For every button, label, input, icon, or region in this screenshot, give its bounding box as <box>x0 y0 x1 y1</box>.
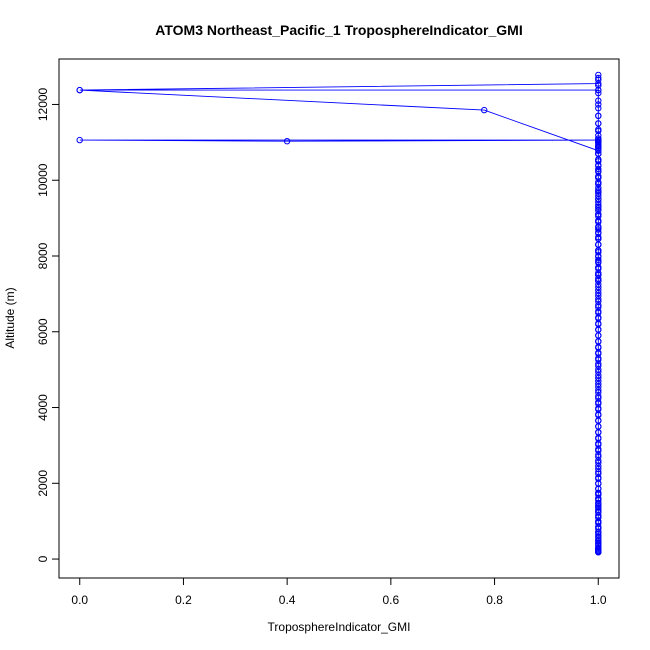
data-point <box>595 296 602 303</box>
data-point <box>595 120 602 127</box>
data-point <box>595 105 602 112</box>
data-point <box>595 226 602 233</box>
y-tick-label: 4000 <box>36 394 50 421</box>
data-point <box>595 136 602 144</box>
y-tick-label: 8000 <box>36 242 50 269</box>
data-point <box>595 142 602 150</box>
data-point <box>595 127 602 135</box>
data-point <box>595 380 602 388</box>
y-axis: 0 2000 4000 6000 8000 10000 12000 <box>36 87 60 562</box>
data-point <box>595 489 602 496</box>
data-point <box>595 453 602 460</box>
data-point <box>595 256 602 263</box>
data-point <box>595 465 602 473</box>
data-point <box>595 74 602 82</box>
data-point <box>76 136 83 144</box>
y-tick-label: 12000 <box>36 87 50 121</box>
x-axis-label: TroposphereIndicator_GMI <box>268 620 411 634</box>
data-point <box>595 386 602 394</box>
data-point <box>595 536 602 544</box>
data-point <box>595 233 602 241</box>
x-tick-label: 0.4 <box>279 593 296 607</box>
plot-frame <box>58 58 620 579</box>
x-tick-label: 0.8 <box>486 593 503 607</box>
data-point <box>595 89 602 97</box>
x-tick-label: 0.6 <box>383 593 400 607</box>
y-tick-label: 6000 <box>36 318 50 345</box>
data-point <box>595 192 602 200</box>
data-point <box>595 158 602 165</box>
chart-title: ATOM3 Northeast_Pacific_1 TroposphereInd… <box>155 22 522 38</box>
data-point <box>595 470 602 477</box>
data-point <box>595 211 602 218</box>
data-point <box>76 86 83 94</box>
data-point <box>595 203 602 210</box>
series-line <box>79 74 599 553</box>
data-point <box>595 547 602 554</box>
data-point <box>595 289 602 297</box>
data-point <box>595 188 602 195</box>
data-point <box>595 271 602 279</box>
data-point <box>595 544 602 551</box>
x-tick-label: 1.0 <box>590 593 607 607</box>
data-point <box>595 112 602 120</box>
data-point <box>595 165 602 173</box>
data-point <box>595 180 602 188</box>
y-tick-label: 2000 <box>36 470 50 497</box>
data-point <box>595 71 602 79</box>
y-tick-label: 0 <box>36 555 50 562</box>
data-point <box>481 106 488 114</box>
data-point <box>595 362 602 370</box>
data-point <box>595 393 602 400</box>
data-point <box>595 82 602 89</box>
y-tick-label: 10000 <box>36 163 50 197</box>
y-axis-label: Altitude (m) <box>3 287 17 348</box>
data-point <box>595 249 602 256</box>
data-point <box>595 101 602 108</box>
x-tick-label: 0.2 <box>175 593 192 607</box>
data-point <box>595 86 602 94</box>
plot-area <box>76 71 602 556</box>
data-point <box>595 302 602 309</box>
data-point <box>595 132 602 139</box>
x-tick-label: 0.0 <box>71 593 88 607</box>
data-point <box>595 199 602 206</box>
data-point <box>595 368 602 376</box>
data-point <box>595 283 602 291</box>
data-point <box>595 146 602 154</box>
data-point <box>595 459 602 466</box>
data-point <box>595 374 602 382</box>
data-point <box>283 138 291 145</box>
data-point <box>595 97 602 104</box>
x-axis: 0.0 0.2 0.4 0.6 0.8 1.0 <box>71 577 607 607</box>
